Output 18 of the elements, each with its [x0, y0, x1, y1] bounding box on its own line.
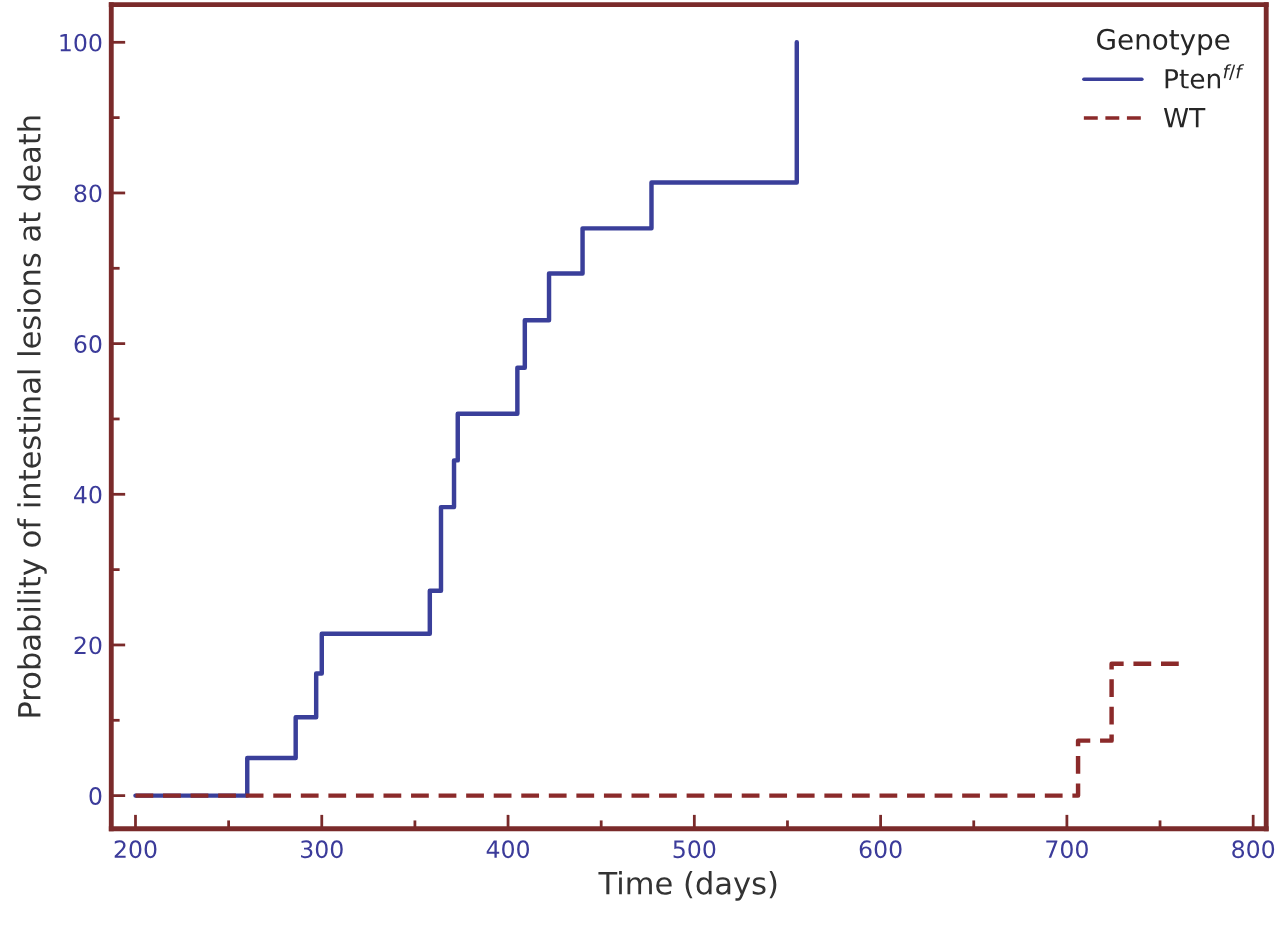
y-tick-label: 60: [74, 335, 102, 353]
x-tick-label: 400: [486, 840, 530, 859]
y-axis-title: Probability of intestinal lesions at death: [17, 116, 47, 717]
x-tick-label: 600: [859, 840, 902, 859]
legend-title: Genotype: [1097, 28, 1230, 56]
y-tick-label: 20: [74, 636, 102, 655]
y-tick-label: 80: [74, 184, 102, 203]
y-tick-label: 40: [74, 485, 102, 504]
x-tick-label: 300: [301, 840, 343, 859]
legend-label: WT: [1163, 108, 1206, 128]
legend-label: Pten$^{f/f}$: [1165, 64, 1245, 89]
x-tick-label: 200: [114, 840, 157, 859]
x-axis-title: Time (days): [598, 871, 777, 901]
y-tick-label: 0: [89, 787, 102, 805]
x-tick-label: 500: [673, 840, 716, 859]
x-tick-label: 700: [1046, 840, 1088, 859]
x-tick-label: 800: [1232, 840, 1275, 859]
y-tick-label: 100: [60, 33, 102, 52]
